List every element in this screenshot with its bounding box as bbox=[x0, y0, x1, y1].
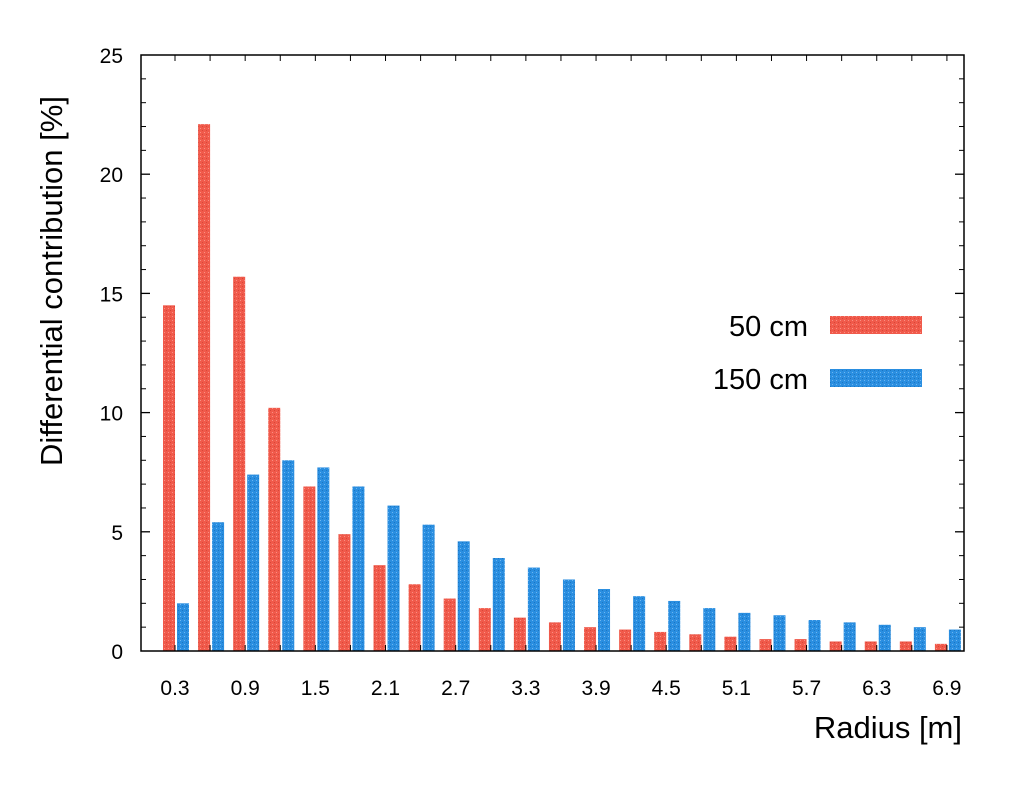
bar-150cm-5.7 bbox=[808, 620, 821, 651]
x-tick-label: 6.3 bbox=[862, 677, 891, 700]
bar-150cm-2.4 bbox=[422, 524, 435, 651]
bar-50cm-5.1 bbox=[724, 636, 737, 651]
bar-50cm-2.7 bbox=[443, 598, 456, 651]
bar-150cm-2.1 bbox=[387, 505, 400, 651]
bar-150cm-6.3 bbox=[878, 624, 891, 651]
bar-150cm-3.0 bbox=[492, 558, 505, 651]
bar-150cm-1.8 bbox=[352, 486, 365, 651]
bar-50cm-6.0 bbox=[829, 641, 842, 651]
plot-frame bbox=[140, 54, 965, 652]
bar-150cm-0.9 bbox=[247, 474, 260, 651]
bar-50cm-4.5 bbox=[654, 631, 667, 651]
y-tick-label: 25 bbox=[100, 45, 123, 68]
bar-50cm-4.8 bbox=[689, 634, 702, 651]
bar-150cm-6.0 bbox=[843, 622, 856, 651]
bar-150cm-3.6 bbox=[562, 579, 575, 651]
x-tick-label: 0.3 bbox=[160, 677, 189, 700]
bar-150cm-0.3 bbox=[177, 603, 189, 651]
bar-150cm-1.2 bbox=[282, 460, 295, 651]
y-axis: 0 5 10 15 20 25 bbox=[100, 45, 964, 664]
bar-50cm-5.7 bbox=[794, 639, 807, 651]
bar-50cm-5.4 bbox=[759, 639, 772, 651]
bar-50cm-4.2 bbox=[619, 629, 632, 651]
x-axis: 0.3 0.9 1.5 2.1 2.7 3.3 3.9 4.5 5.1 5.7 6.3 6.9 bbox=[160, 55, 962, 700]
legend: 50 cm 150 cm bbox=[713, 311, 922, 396]
bar-50cm-2.1 bbox=[373, 565, 386, 651]
legend-swatch-50cm bbox=[830, 316, 922, 334]
bar-150cm-6.6 bbox=[913, 627, 926, 651]
bar-150cm-4.8 bbox=[703, 608, 716, 651]
bar-150cm-4.2 bbox=[633, 596, 646, 651]
bar-150cm-3.9 bbox=[598, 589, 611, 651]
bar-50cm-1.2 bbox=[268, 407, 281, 651]
bar-50cm-3.9 bbox=[584, 627, 597, 651]
legend-label-150cm: 150 cm bbox=[713, 364, 808, 396]
bar-50cm-3.6 bbox=[548, 622, 561, 651]
bar-50cm-1.5 bbox=[303, 486, 316, 651]
x-tick-label: 3.9 bbox=[581, 677, 610, 700]
bar-150cm-6.9 bbox=[948, 629, 961, 651]
bar-150cm-5.1 bbox=[738, 612, 751, 651]
bar-50cm-3.0 bbox=[478, 608, 491, 651]
bars-group bbox=[163, 124, 961, 652]
x-tick-label: 5.1 bbox=[722, 677, 751, 700]
x-tick-label: 6.9 bbox=[932, 677, 961, 700]
bar-150cm-4.5 bbox=[668, 600, 681, 651]
x-tick-label: 1.5 bbox=[301, 677, 330, 700]
y-tick-label: 10 bbox=[100, 403, 123, 426]
bar-150cm-5.4 bbox=[773, 615, 786, 651]
y-tick-label: 20 bbox=[100, 164, 123, 187]
bar-50cm-3.3 bbox=[513, 617, 526, 651]
y-tick-label: 0 bbox=[111, 641, 123, 664]
x-tick-label: 3.3 bbox=[511, 677, 540, 700]
bar-150cm-1.5 bbox=[317, 467, 330, 651]
x-tick-label: 0.9 bbox=[231, 677, 260, 700]
bar-50cm-2.4 bbox=[408, 584, 421, 651]
x-tick-label: 2.1 bbox=[371, 677, 400, 700]
legend-swatch-150cm bbox=[830, 369, 922, 387]
y-tick-label: 15 bbox=[100, 283, 123, 306]
y-tick-label: 5 bbox=[111, 522, 123, 545]
bar-150cm-2.7 bbox=[457, 541, 470, 651]
bar-50cm-1.8 bbox=[338, 534, 351, 651]
bar-50cm-6.3 bbox=[864, 641, 877, 651]
x-axis-title: Radius [m] bbox=[814, 710, 962, 745]
bar-50cm-0.3 bbox=[163, 305, 175, 651]
x-tick-label: 5.7 bbox=[792, 677, 821, 700]
bar-50cm-0.9 bbox=[233, 276, 246, 651]
x-tick-label: 4.5 bbox=[652, 677, 681, 700]
y-axis-title: Differential contribution [%] bbox=[34, 96, 69, 466]
bar-150cm-0.6 bbox=[212, 522, 225, 651]
bar-50cm-0.6 bbox=[198, 124, 211, 652]
bar-50cm-6.6 bbox=[899, 641, 912, 651]
bar-150cm-3.3 bbox=[527, 567, 540, 651]
legend-label-50cm: 50 cm bbox=[729, 311, 808, 343]
x-tick-label: 2.7 bbox=[441, 677, 470, 700]
bar-50cm-6.9 bbox=[934, 643, 947, 651]
